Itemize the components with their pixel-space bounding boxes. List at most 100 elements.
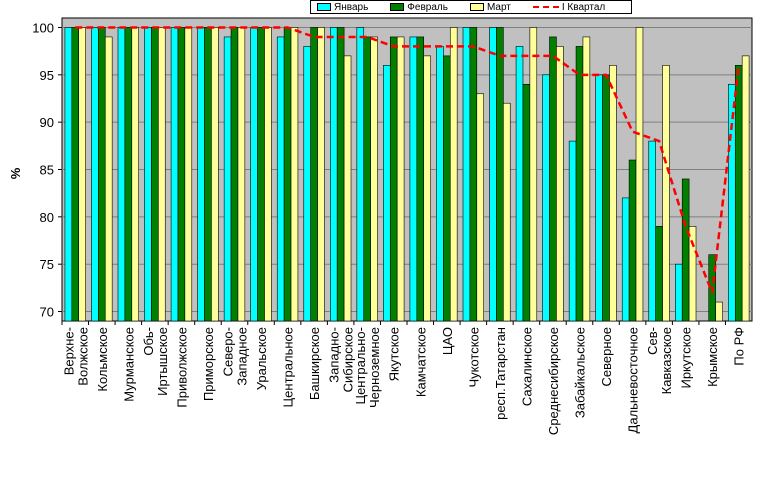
bar-0-22 xyxy=(648,140,656,322)
legend-item-quarter: I Квартал xyxy=(532,1,606,13)
legend-swatch-feb xyxy=(390,3,405,11)
bar-2-15 xyxy=(476,93,484,322)
bar-0-2 xyxy=(117,27,126,322)
bar-1-23 xyxy=(681,178,690,322)
bar-2-24 xyxy=(715,301,723,322)
bar-2-17 xyxy=(529,27,538,322)
x-tick-label-line: Иртышское xyxy=(155,327,170,396)
x-tick-label-line: Верхне- xyxy=(61,327,76,375)
bar-2-9 xyxy=(317,27,325,322)
bar-0-4 xyxy=(170,27,179,322)
y-tick-label: 95 xyxy=(40,68,54,83)
legend-label-quarter: I Квартал xyxy=(561,1,606,13)
x-tick-label-line: Западное xyxy=(235,327,250,386)
bar-0-6 xyxy=(223,36,232,322)
legend-label-mar: Март xyxy=(486,1,511,13)
bar-1-19 xyxy=(575,46,584,322)
y-axis-label: % xyxy=(8,167,23,179)
bar-0-10 xyxy=(330,27,338,322)
bar-2-23 xyxy=(688,226,697,322)
legend-swatch-mar xyxy=(469,3,484,11)
bar-2-8 xyxy=(290,27,299,322)
x-tick-label-line: Камчатское xyxy=(413,327,428,397)
bar-0-19 xyxy=(568,140,577,322)
bar-0-18 xyxy=(542,74,550,322)
legend-label-jan: Январь xyxy=(334,1,369,13)
bar-2-19 xyxy=(582,36,591,322)
bar-1-16 xyxy=(496,27,504,322)
bar-1-13 xyxy=(416,36,425,322)
y-tick-label: 100 xyxy=(32,20,54,35)
bar-1-6 xyxy=(230,27,239,322)
bar-1-20 xyxy=(602,74,610,322)
x-tick-label: Сахалинское xyxy=(519,327,534,406)
x-tick-label: Мурманское xyxy=(121,327,136,402)
y-tick-label: 80 xyxy=(40,210,54,225)
x-tick-label: Камчатское xyxy=(413,327,428,397)
bar-2-12 xyxy=(396,36,405,322)
bar-1-2 xyxy=(124,27,133,322)
bar-0-12 xyxy=(383,65,391,322)
x-axis: Верхне-Волжское Кольмское Мурманское Обь-Ир… xyxy=(61,321,747,435)
x-tick-label: Крымское xyxy=(705,327,720,387)
bar-2-21 xyxy=(635,27,644,322)
bar-0-7 xyxy=(250,27,258,322)
bar-1-5 xyxy=(204,27,212,322)
bar-1-21 xyxy=(628,159,637,322)
x-tick-label-line: Мурманское xyxy=(121,327,136,402)
x-tick-label: Центрально-Черноземное xyxy=(353,327,382,408)
bar-2-3 xyxy=(158,27,166,322)
x-tick-label: Дальневосточное xyxy=(626,327,641,433)
x-tick-label-line: Якутское xyxy=(387,327,402,381)
x-tick-label-line: Черноземное xyxy=(367,327,382,408)
bar-0-0 xyxy=(64,27,73,322)
x-tick-label-line: респ.Татарстан xyxy=(493,327,508,420)
bar-1-7 xyxy=(257,27,265,322)
bar-0-5 xyxy=(197,27,205,322)
bar-2-14 xyxy=(449,27,458,322)
x-tick-label-line: Центрально- xyxy=(353,327,368,405)
legend-swatch-jan xyxy=(317,3,331,11)
x-tick-label: Забайкальское xyxy=(573,327,588,418)
x-tick-label: Северное xyxy=(599,327,614,386)
x-tick-label-line: Кавказское xyxy=(659,327,674,394)
legend-item-jan: Январь xyxy=(317,2,368,13)
x-tick-label: Обь-Иртышское xyxy=(141,327,170,396)
x-tick-label-line: Центральное xyxy=(281,327,296,407)
x-tick-label-line: Иркутское xyxy=(679,327,694,389)
x-tick-label: Башкирское xyxy=(307,327,322,400)
bar-1-15 xyxy=(469,27,478,322)
y-tick-label: 85 xyxy=(40,163,54,178)
x-tick-label-line: По РФ xyxy=(732,327,747,366)
quarter-line-path xyxy=(75,26,740,294)
x-tick-label-line: Уральское xyxy=(254,327,269,390)
legend-item-feb: Февраль xyxy=(390,2,448,13)
bar-2-18 xyxy=(556,46,564,322)
bar-2-22 xyxy=(662,65,670,322)
bar-1-22 xyxy=(655,226,663,322)
bar-2-1 xyxy=(104,36,113,322)
x-tick-label-line: Приволжское xyxy=(174,327,189,408)
bar-2-4 xyxy=(184,27,193,322)
x-tick-label-line: Забайкальское xyxy=(573,327,588,418)
y-axis: 70 75 80 85 90 95 100 xyxy=(32,20,62,320)
x-tick-label: Сев-Кавказское xyxy=(645,327,674,394)
x-tick-label: ЦАО xyxy=(440,327,455,355)
bar-2-11 xyxy=(370,36,378,322)
x-tick-label-line: ЦАО xyxy=(440,327,455,355)
x-tick-label: Верхне-Волжское xyxy=(61,327,90,386)
legend-item-mar: Март xyxy=(469,1,511,13)
x-tick-label-line: Дальневосточное xyxy=(626,327,641,433)
x-tick-label: Кольмское xyxy=(95,327,110,392)
bar-0-15 xyxy=(462,27,471,322)
bar-1-4 xyxy=(177,27,186,322)
bar-0-11 xyxy=(356,27,365,322)
x-tick-label-line: Кольмское xyxy=(95,327,110,392)
x-tick-label-line: Среднесибирское xyxy=(546,327,561,435)
bar-0-1 xyxy=(91,27,99,322)
bar-2-13 xyxy=(423,55,431,322)
bar-2-20 xyxy=(609,65,617,322)
x-tick-label: Иркутское xyxy=(679,327,694,389)
x-tick-label-line: Западно- xyxy=(327,327,342,383)
